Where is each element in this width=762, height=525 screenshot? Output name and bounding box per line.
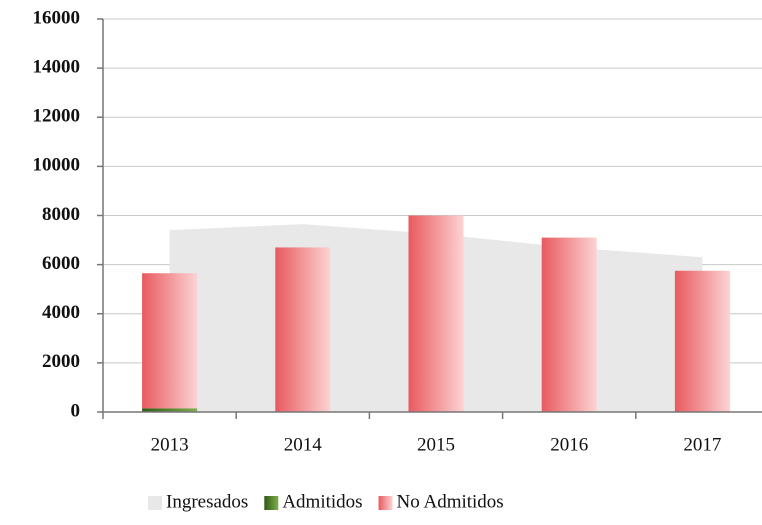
x-tick-label: 2015 bbox=[417, 434, 455, 455]
x-tick-label: 2016 bbox=[550, 434, 588, 455]
legend-label: No Admitidos bbox=[397, 491, 504, 512]
y-tick-label: 10000 bbox=[33, 155, 81, 176]
y-tick-label: 0 bbox=[71, 400, 81, 421]
legend-swatch bbox=[378, 496, 393, 510]
bar bbox=[275, 247, 331, 412]
y-tick-label: 6000 bbox=[42, 253, 80, 274]
bar bbox=[541, 237, 597, 412]
x-tick-label: 2013 bbox=[151, 434, 189, 455]
bar bbox=[408, 215, 464, 412]
y-tick-label: 8000 bbox=[42, 204, 80, 225]
y-tick-label: 16000 bbox=[33, 7, 81, 28]
legend-label: Admitidos bbox=[282, 491, 362, 512]
y-tick-label: 14000 bbox=[33, 56, 81, 77]
y-tick-label: 4000 bbox=[42, 302, 80, 323]
y-tick-label: 2000 bbox=[42, 351, 80, 372]
legend-swatch bbox=[264, 496, 279, 510]
legend-swatch bbox=[148, 496, 162, 510]
legend-label: Ingresados bbox=[166, 491, 248, 512]
bar bbox=[142, 408, 198, 412]
bar bbox=[142, 273, 198, 409]
x-tick-label: 2014 bbox=[284, 434, 323, 455]
y-tick-label: 12000 bbox=[33, 106, 81, 127]
bar bbox=[674, 270, 730, 412]
x-tick-label: 2017 bbox=[683, 434, 721, 455]
